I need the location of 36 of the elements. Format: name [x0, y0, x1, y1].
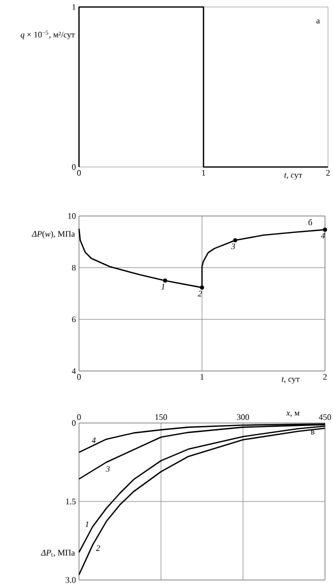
x-tick-label: 0: [77, 414, 81, 420]
annotation: в: [310, 430, 314, 434]
annotation: б: [308, 219, 312, 226]
y-tick-label: 8: [72, 264, 76, 271]
x-tick-label: 2: [323, 374, 327, 380]
series-label: 4: [92, 438, 96, 444]
annotation: 3: [231, 243, 236, 250]
y-tick-label: 1.5: [66, 498, 76, 504]
annotation: 1: [161, 284, 164, 290]
x-tick-label: 150: [155, 414, 168, 420]
annotation: а: [316, 19, 320, 24]
y-axis-title: ΔP(w), МПа: [32, 230, 75, 238]
series-label: 2: [96, 545, 100, 551]
y-tick-label: 3.0: [66, 577, 76, 583]
x-tick-label: 450: [318, 414, 332, 420]
y-tick-label: 4: [72, 368, 76, 374]
x-tick-label: 1: [200, 374, 204, 380]
annotation: 4: [320, 232, 325, 238]
series-label: 3: [106, 466, 110, 472]
x-axis-title: t, сут: [284, 173, 302, 180]
x-axis-title: t, сут: [282, 377, 300, 384]
x-tick-label: 0: [77, 170, 81, 176]
y-tick-label: 1: [72, 4, 76, 10]
series-label: 1: [85, 521, 88, 528]
x-tick-label: 2: [326, 170, 330, 176]
y-tick-label: 6: [72, 316, 76, 322]
y-axis-title: ΔP$_{t}$, МПа: [40, 550, 75, 557]
x-tick-label: 300: [237, 414, 250, 420]
x-tick-label: 0: [77, 374, 81, 380]
y-tick-label: 0: [72, 164, 76, 170]
y-tick-label: 10: [68, 213, 76, 219]
x-tick-label: 1: [202, 170, 206, 176]
annotation: 2: [198, 290, 202, 296]
y-tick-label: 0: [72, 420, 76, 426]
x-axis-title: x, м: [286, 412, 300, 417]
y-axis-title: q × 10$^{−5}$, м²/сут: [20, 30, 75, 40]
